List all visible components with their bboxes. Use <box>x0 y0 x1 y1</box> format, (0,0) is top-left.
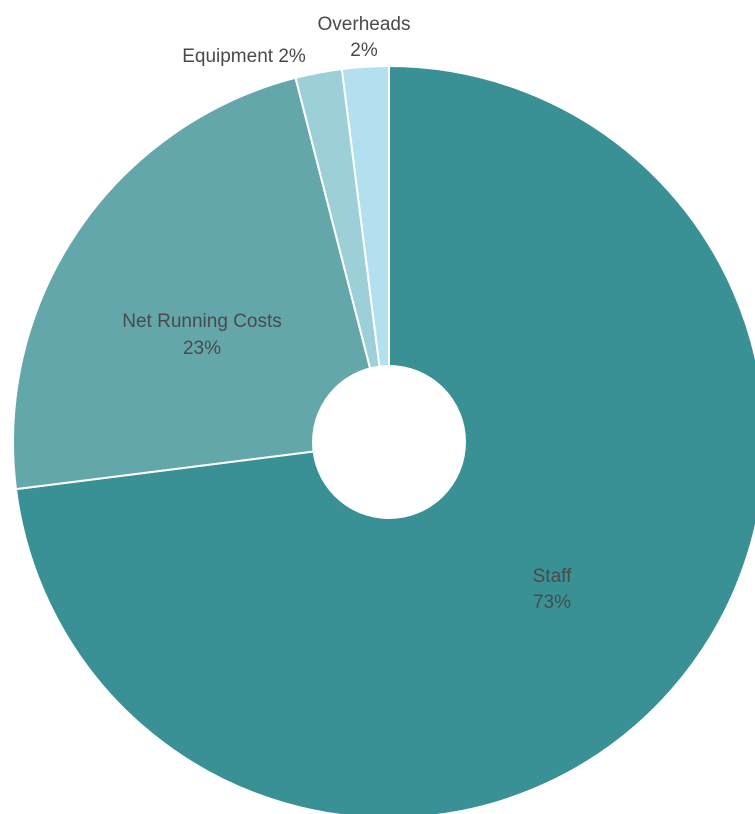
label-overheads-name: Overheads <box>318 14 411 35</box>
slice-staff <box>14 64 755 814</box>
donut-hole <box>312 365 466 519</box>
label-staff-value: 73% <box>533 592 571 613</box>
slice-overheads <box>340 64 390 443</box>
slice-group <box>12 64 755 814</box>
label-equipment: Equipment 2% <box>182 46 306 67</box>
slice-net-running-costs <box>12 76 391 491</box>
label-staff-name: Staff <box>533 566 572 587</box>
label-overheads-value: 2% <box>350 40 378 61</box>
label-net-running-costs-value: 23% <box>183 338 221 359</box>
label-net-running-costs-name: Net Running Costs <box>122 311 281 332</box>
